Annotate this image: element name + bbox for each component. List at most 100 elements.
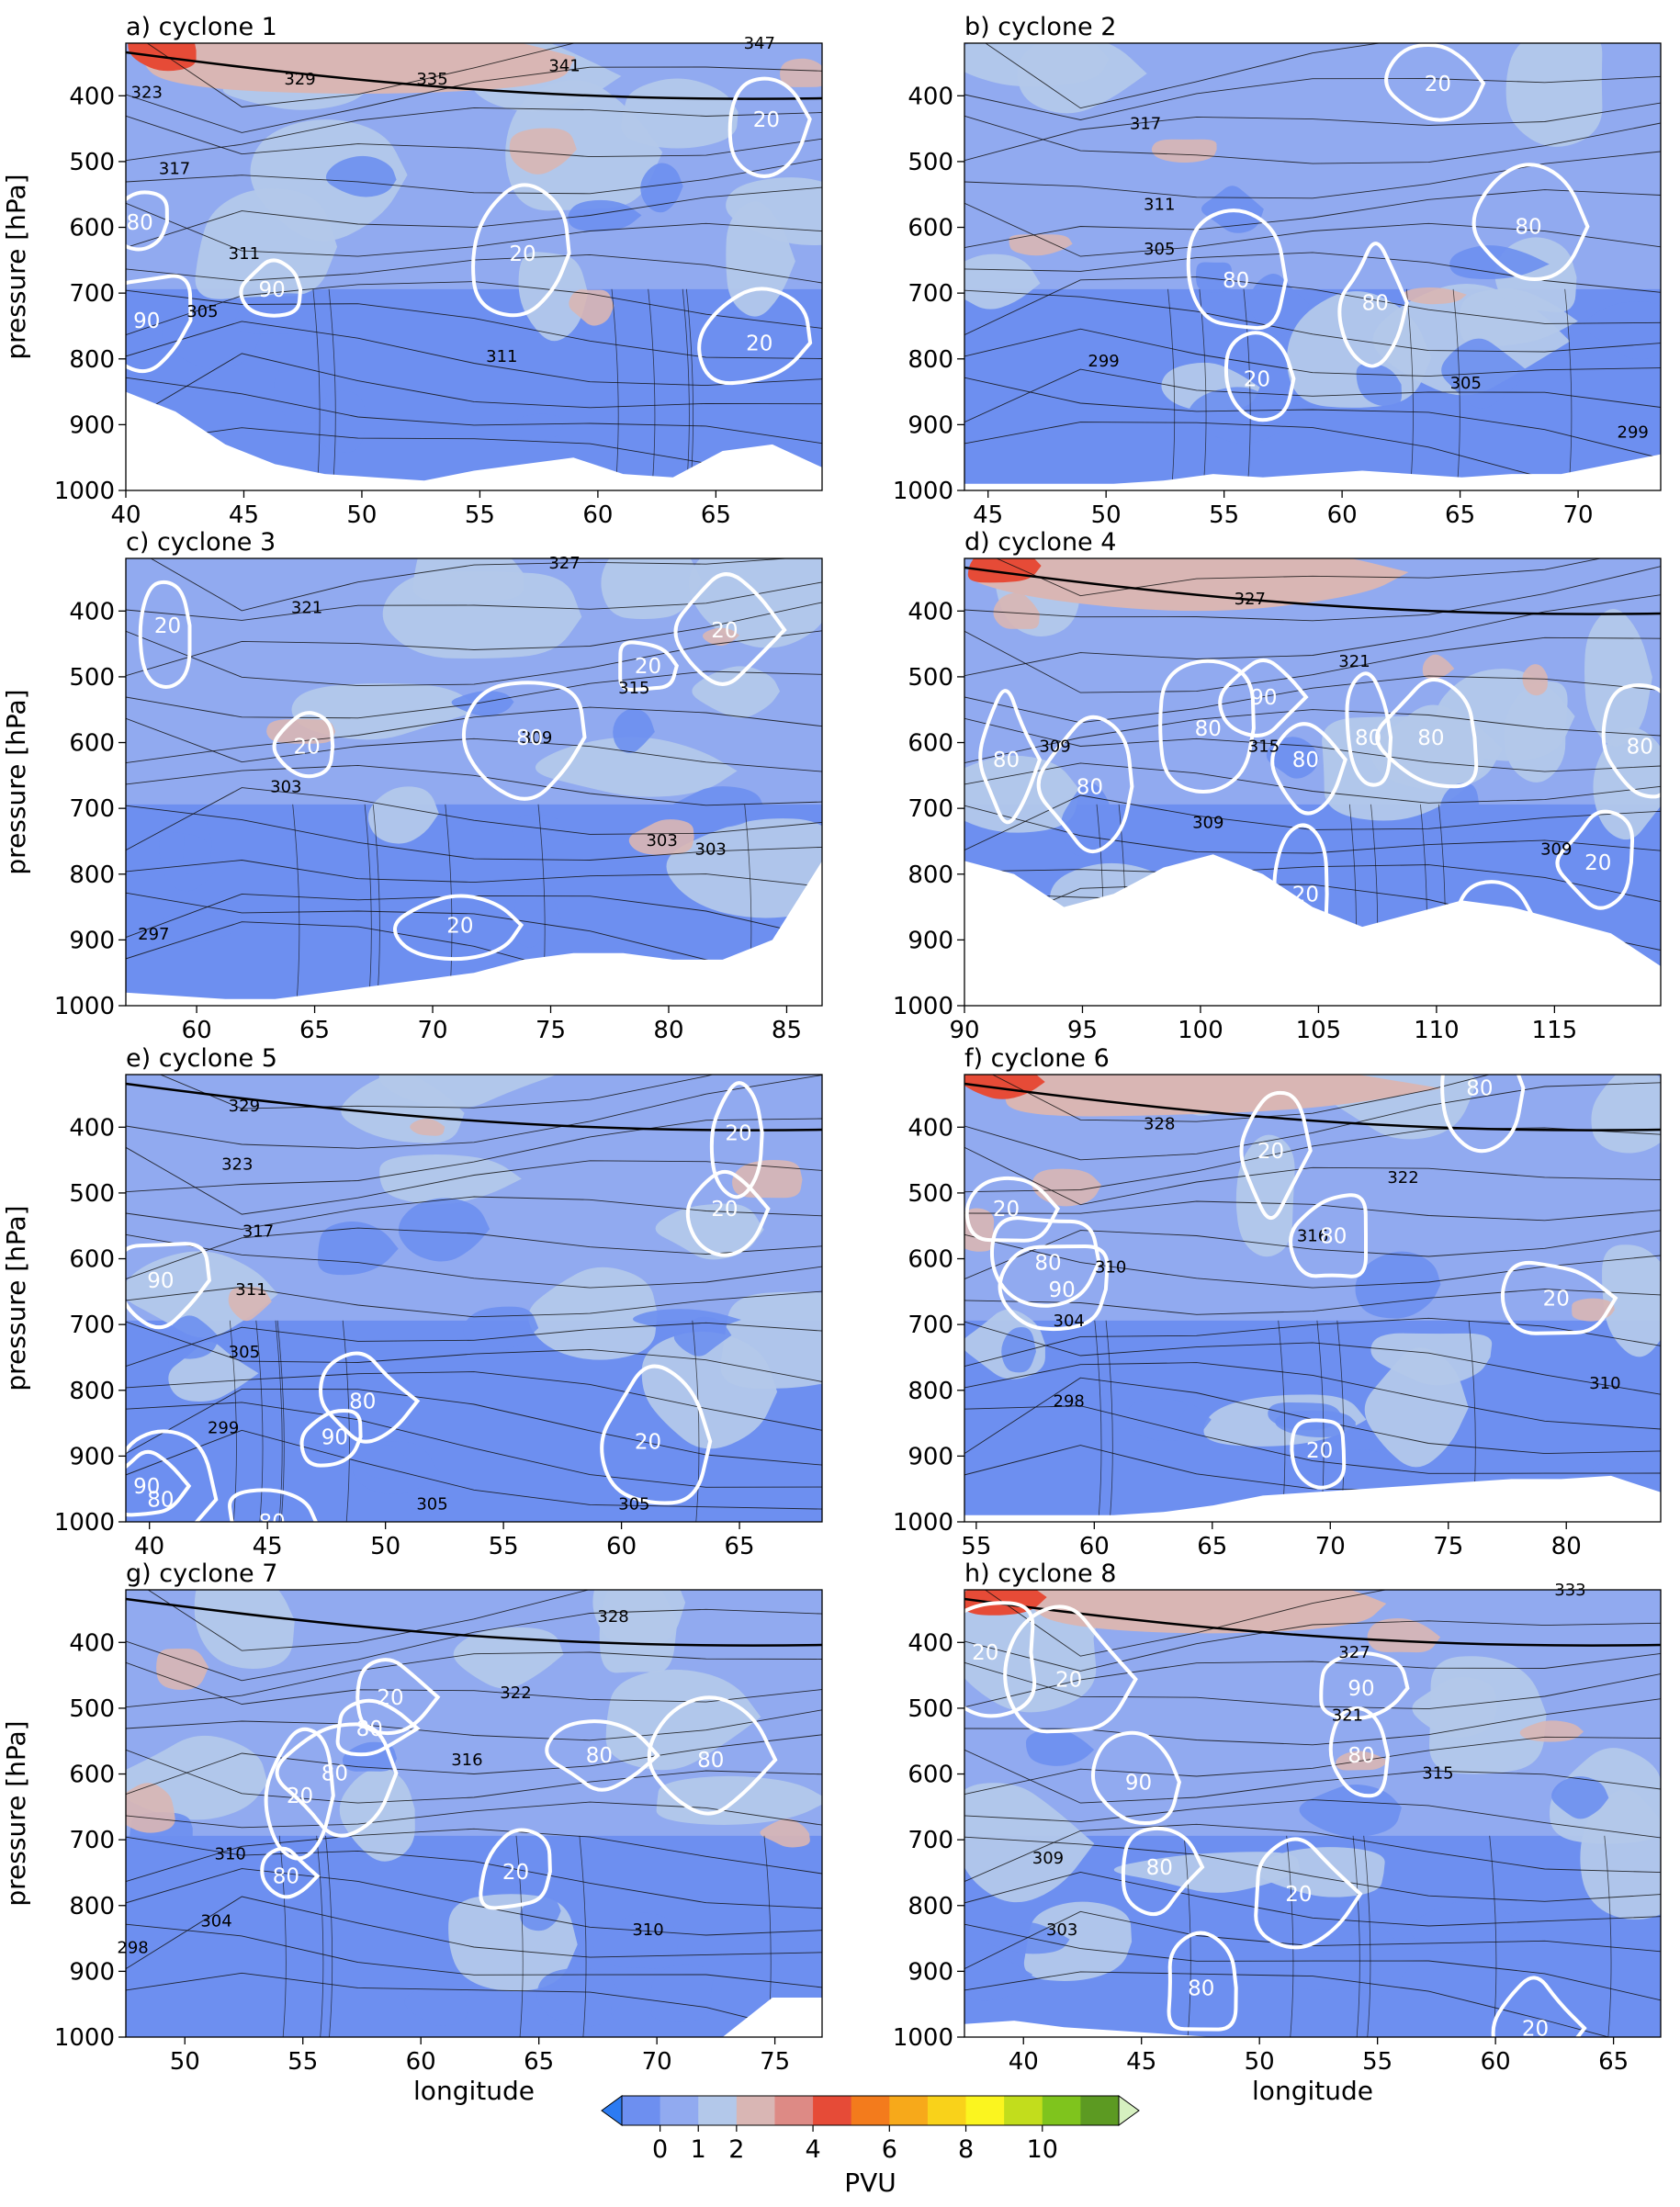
isentrope — [1243, 288, 1251, 490]
y-tick-label: 400 — [69, 83, 115, 110]
isentrope — [126, 1322, 822, 1368]
rh-contour — [1601, 683, 1661, 799]
y-tick-label: 1000 — [54, 1509, 115, 1537]
pv-blob — [318, 1221, 399, 1276]
panel-title: b) cyclone 2 — [964, 13, 1116, 41]
pv-blob — [1266, 737, 1320, 779]
theta-label: 305 — [416, 1495, 447, 1514]
rh-contour — [1036, 715, 1134, 854]
pv-blob — [126, 1783, 175, 1833]
terrain-mask — [964, 854, 1661, 1006]
pv-blob — [964, 1075, 1045, 1099]
isentrope — [964, 328, 1661, 377]
isentrope — [964, 368, 1661, 423]
theta-label: 317 — [242, 1222, 274, 1241]
isentrope — [126, 1402, 822, 1488]
pv-blob — [1005, 1075, 1442, 1117]
x-tick-label: 50 — [370, 1533, 400, 1560]
pv-blob — [453, 1627, 564, 1689]
x-tick-label: 65 — [1197, 1533, 1227, 1560]
theta-label: 317 — [1130, 115, 1161, 134]
isentropes — [964, 1590, 1661, 2037]
pv-blob — [159, 832, 224, 892]
rh-contour — [1290, 1418, 1347, 1490]
isentrope — [126, 1734, 822, 1796]
pv-blob — [509, 128, 577, 175]
theta-label: 309 — [1192, 813, 1223, 832]
rh-contour — [126, 1449, 192, 1517]
y-tick-label: 700 — [69, 1827, 115, 1854]
isentrope — [995, 558, 1603, 597]
isentrope — [255, 1320, 264, 1522]
rh-label: 20 — [635, 1430, 661, 1454]
pv-blob — [1422, 654, 1455, 679]
rh-contour — [727, 76, 812, 178]
y-tick-label: 500 — [908, 1695, 953, 1723]
isentrope — [964, 289, 1661, 353]
y-tick-label: 700 — [908, 1827, 953, 1854]
isentrope — [372, 804, 380, 1006]
colorbar-bin — [1042, 2096, 1081, 2125]
pv-blob — [291, 682, 481, 740]
isentrope — [1167, 288, 1176, 490]
rh-contour — [1218, 659, 1309, 738]
isentrope — [964, 1736, 1661, 1796]
isentrope — [964, 276, 1661, 336]
theta-label: 327 — [1338, 1643, 1370, 1662]
isentrope — [964, 762, 1661, 804]
theta-label: 328 — [1144, 1115, 1175, 1134]
isentrope — [1199, 288, 1207, 490]
y-tick-label: 1000 — [54, 993, 115, 1020]
y-tick-label: 500 — [908, 664, 953, 692]
y-tick-label: 400 — [69, 1629, 115, 1657]
x-tick-label: 65 — [1445, 501, 1475, 529]
y-tick-label: 500 — [69, 149, 115, 176]
theta-label: 329 — [229, 1097, 260, 1116]
pv-blob — [592, 1912, 679, 1969]
rh-label: 20 — [753, 108, 780, 132]
y-tick-label: 600 — [908, 1246, 953, 1274]
colorbar-bin — [774, 2096, 814, 2125]
colorbar-bin — [927, 2096, 967, 2125]
pv-blob — [463, 1306, 539, 1352]
rh-label: 80 — [993, 749, 1020, 772]
y-tick-label: 1000 — [893, 478, 953, 505]
x-tick-label: 50 — [170, 2048, 200, 2076]
rh-contour — [1254, 1837, 1363, 1950]
x-tick-label: 40 — [1009, 2048, 1039, 2076]
rh-contour — [126, 1429, 219, 1522]
isentrope — [515, 1835, 524, 2037]
colorbar-bin — [736, 2096, 775, 2125]
pv-blob — [1410, 1900, 1527, 1952]
isentrope — [126, 630, 822, 687]
y-tick-label: 600 — [908, 215, 953, 242]
rh-contour — [618, 640, 679, 692]
rh-contour — [479, 1828, 552, 1910]
pv-blob — [599, 1590, 678, 1673]
isentropes — [126, 1075, 822, 1522]
colorbar-bin — [622, 2096, 661, 2125]
isentrope — [159, 1075, 715, 1109]
isentrope — [126, 787, 822, 850]
colorbar-tick-label: 4 — [805, 2135, 820, 2164]
isentrope — [1352, 1835, 1360, 2037]
isentrope — [126, 158, 822, 195]
rh-label: 90 — [133, 1475, 160, 1499]
y-tick-label: 800 — [69, 861, 115, 889]
rh-label: 20 — [154, 614, 181, 638]
theta-label: 309 — [1540, 840, 1572, 860]
rh-label: 20 — [993, 1198, 1020, 1222]
pv-blob — [1370, 1333, 1493, 1386]
pv-blob — [633, 1309, 742, 1333]
theta-label: 304 — [200, 1911, 231, 1931]
rh-contour — [685, 1169, 771, 1257]
pv-blob — [518, 252, 589, 342]
rh-label: 20 — [509, 242, 536, 266]
x-tick-label: 55 — [465, 501, 495, 529]
theta-label: 303 — [270, 777, 301, 796]
pv-blob — [168, 1315, 220, 1359]
rh-contour — [1337, 242, 1409, 368]
pv-blob — [1584, 609, 1652, 747]
theta-label: 328 — [597, 1607, 628, 1627]
